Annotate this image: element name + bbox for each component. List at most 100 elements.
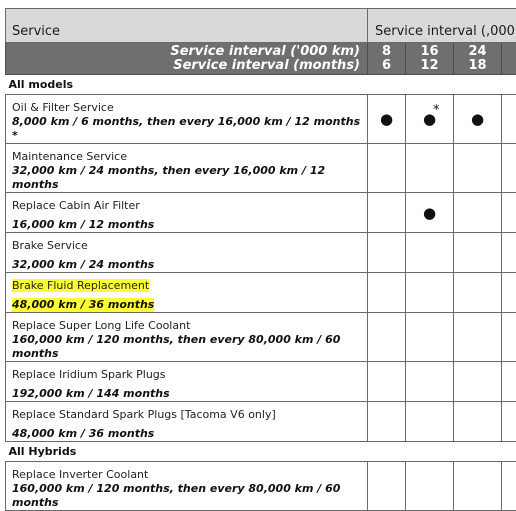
interval-mark-cell <box>454 233 502 273</box>
interval-months-label: Service interval (months) <box>6 59 360 73</box>
dot-icon: ● <box>380 110 393 128</box>
interval-mark-cell <box>502 362 516 402</box>
interval-mark-cell <box>368 402 406 442</box>
interval-mark-cell <box>454 313 502 362</box>
interval-mark-cell <box>454 144 502 193</box>
interval-mark-cell <box>502 95 516 144</box>
interval-mark-cell <box>502 233 516 273</box>
interval-mark-cell <box>502 144 516 193</box>
interval-mark-cell <box>454 462 502 511</box>
interval-km: 24 <box>454 45 501 59</box>
service-name: Replace Cabin Air Filter <box>12 199 140 212</box>
interval-mark-cell <box>368 193 406 233</box>
interval-mark-cell <box>406 273 454 313</box>
service-interval: 32,000 km / 24 months, then every 16,000… <box>12 164 367 192</box>
header-row: Service Service interval (,000 km) <box>6 9 516 43</box>
interval-mark-cell <box>368 273 406 313</box>
interval-mark-cell <box>406 402 454 442</box>
service-name: Replace Iridium Spark Plugs <box>12 368 166 381</box>
interval-mark-cell <box>454 273 502 313</box>
interval-km: 16 <box>406 45 453 59</box>
service-name: Replace Super Long Life Coolant <box>12 319 190 332</box>
interval-column-header: Service interval (,000 km) <box>368 9 516 43</box>
service-name: Oil & Filter Service <box>12 101 114 114</box>
dot-icon: ● <box>423 204 436 222</box>
interval-mark-cell <box>454 362 502 402</box>
service-cell: Replace Standard Spark Plugs [Tacoma V6 … <box>6 402 368 442</box>
service-row: Replace Cabin Air Filter 16,000 km / 12 m… <box>6 193 516 233</box>
service-column-header: Service <box>6 9 368 43</box>
service-row: Brake Fluid Replacement 48,000 km / 36 mo… <box>6 273 516 313</box>
interval-mark-cell <box>502 313 516 362</box>
interval-mark-cell: ● <box>368 95 406 144</box>
interval-mark-cell <box>368 144 406 193</box>
service-interval: 192,000 km / 144 months <box>12 387 170 401</box>
interval-subheader-row: Service interval ('000 km) Service inter… <box>6 43 516 75</box>
interval-mark-cell <box>502 402 516 442</box>
dot-icon: ● <box>471 110 484 128</box>
interval-mark-cell <box>502 193 516 233</box>
interval-mark-cell <box>406 362 454 402</box>
service-name: Brake Service <box>12 239 88 252</box>
interval-km-label: Service interval ('000 km) <box>6 45 360 59</box>
interval-labels: Service interval ('000 km) Service inter… <box>6 43 368 75</box>
service-name: Maintenance Service <box>12 150 127 163</box>
interval-mark-cell <box>502 273 516 313</box>
interval-mark-cell: ●* <box>406 95 454 144</box>
interval-mark-cell <box>406 313 454 362</box>
service-schedule-table: Service Service interval (,000 km) Servi… <box>5 8 516 511</box>
interval-column-3: 24 18 <box>454 43 502 75</box>
service-schedule-page: Service Service interval (,000 km) Servi… <box>0 0 516 406</box>
interval-mark-cell <box>368 462 406 511</box>
service-row: Replace Standard Spark Plugs [Tacoma V6 … <box>6 402 516 442</box>
group-label: All models <box>6 75 516 95</box>
interval-mark-cell <box>368 362 406 402</box>
service-name: Replace Standard Spark Plugs [Tacoma V6 … <box>12 408 276 421</box>
interval-mark-cell <box>406 462 454 511</box>
dot-icon: ●* <box>423 110 436 128</box>
service-cell: Replace Cabin Air Filter 16,000 km / 12 m… <box>6 193 368 233</box>
service-row: Brake Service 32,000 km / 24 months <box>6 233 516 273</box>
asterisk-icon: * <box>433 103 440 118</box>
group-row: All models <box>6 75 516 95</box>
interval-column-1: 8 6 <box>368 43 406 75</box>
interval-months: 12 <box>406 59 453 73</box>
interval-mark-cell <box>368 313 406 362</box>
interval-months: 6 <box>368 59 405 73</box>
service-interval: 160,000 km / 120 months, then every 80,0… <box>12 482 367 510</box>
interval-mark-cell <box>406 233 454 273</box>
service-cell: Replace Iridium Spark Plugs 192,000 km / … <box>6 362 368 402</box>
interval-km: 8 <box>368 45 405 59</box>
group-row: All Hybrids <box>6 442 516 462</box>
interval-mark-cell: ● <box>406 193 454 233</box>
group-label: All Hybrids <box>6 442 516 462</box>
service-interval: 16,000 km / 12 months <box>12 218 154 232</box>
service-name: Brake Fluid Replacement <box>12 279 149 292</box>
interval-mark-cell <box>368 233 406 273</box>
interval-mark-cell <box>406 144 454 193</box>
interval-mark-cell <box>454 402 502 442</box>
interval-months: 18 <box>454 59 501 73</box>
interval-column-2: 16 12 <box>406 43 454 75</box>
service-interval: 48,000 km / 36 months <box>12 427 154 441</box>
interval-mark-cell: ● <box>454 95 502 144</box>
service-row: Replace Iridium Spark Plugs 192,000 km / … <box>6 362 516 402</box>
service-interval: 48,000 km / 36 months <box>12 298 154 312</box>
interval-column-4 <box>502 43 516 75</box>
service-interval: 32,000 km / 24 months <box>12 258 154 272</box>
service-cell: Brake Fluid Replacement 48,000 km / 36 mo… <box>6 273 368 313</box>
service-name: Replace Inverter Coolant <box>12 468 148 481</box>
interval-mark-cell <box>454 193 502 233</box>
service-cell: Brake Service 32,000 km / 24 months <box>6 233 368 273</box>
service-interval: 160,000 km / 120 months, then every 80,0… <box>12 333 367 361</box>
service-interval: 8,000 km / 6 months, then every 16,000 k… <box>12 115 367 143</box>
interval-mark-cell <box>502 462 516 511</box>
